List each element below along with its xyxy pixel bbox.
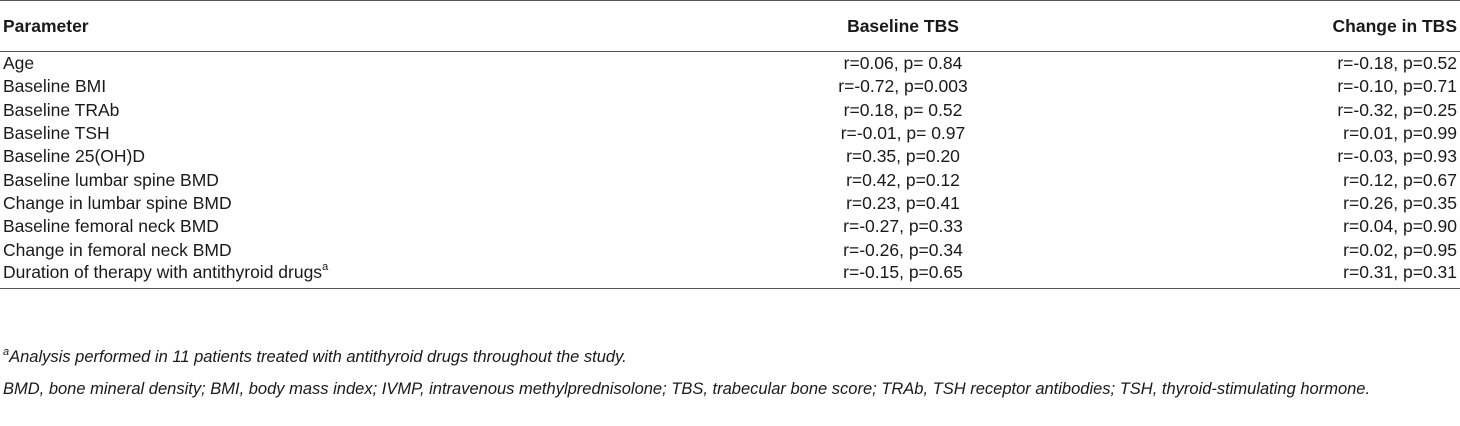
cell-baseline-tbs: r=-0.26, p=0.34 xyxy=(843,239,963,260)
cell-change-tbs: r=-0.10, p=0.71 xyxy=(1337,76,1457,97)
parameter-label: Baseline femoral neck BMD xyxy=(3,216,219,237)
table-row: Baseline TSH r=-0.01, p= 0.97 r=0.01, p=0.… xyxy=(0,122,1460,145)
cell-parameter: Change in femoral neck BMD xyxy=(0,238,603,261)
parameter-label: Change in femoral neck BMD xyxy=(3,239,232,260)
cell-change-tbs: r=0.04, p=0.90 xyxy=(1343,216,1457,237)
header-change-tbs: Change in TBS xyxy=(1143,0,1460,52)
cell-change-tbs: r=0.26, p=0.35 xyxy=(1343,192,1457,213)
table-row: Baseline 25(OH)D r=0.35, p=0.20 r=-0.03, p… xyxy=(0,145,1460,168)
parameter-label: Change in lumbar spine BMD xyxy=(3,192,232,213)
cell-change-tbs: r=0.31, p=0.31 xyxy=(1143,261,1460,289)
table-row: Baseline BMI r=-0.72, p=0.003 r=-0.10, p=0… xyxy=(0,75,1460,98)
table-body: Age r=0.06, p= 0.84 r=-0.18, p=0.52 Baselin… xyxy=(0,52,1460,289)
header-row: Parameter Baseline TBS Change in TBS xyxy=(0,0,1460,52)
cell-parameter: Baseline TSH xyxy=(0,122,603,145)
results-table: Parameter Baseline TBS Change in TBS Age… xyxy=(0,0,1460,289)
table-row: Change in lumbar spine BMD r=0.23, p=0.41… xyxy=(0,192,1460,215)
cell-parameter: Baseline lumbar spine BMD xyxy=(0,168,603,191)
table-row: Change in femoral neck BMD r=-0.26, p=0.3… xyxy=(0,238,1460,261)
footnote-a: aAnalysis performed in 11 patients treat… xyxy=(3,346,1455,370)
cell-baseline-tbs: r=0.42, p=0.12 xyxy=(846,169,960,190)
cell-parameter: Change in lumbar spine BMD xyxy=(0,192,603,215)
cell-baseline-tbs: r=0.23, p=0.41 xyxy=(846,192,960,213)
header-baseline-tbs: Baseline TBS xyxy=(603,0,1143,52)
cell-baseline-tbs: r=0.18, p= 0.52 xyxy=(843,99,963,120)
cell-parameter: Baseline TRAb xyxy=(0,99,603,122)
cell-change-tbs: r=-0.18, p=0.52 xyxy=(1337,53,1457,74)
cell-change-tbs: r=0.01, p=0.99 xyxy=(1343,123,1457,144)
table-row: Age r=0.06, p= 0.84 r=-0.18, p=0.52 xyxy=(0,52,1460,76)
parameter-label: Age xyxy=(3,53,35,74)
cell-baseline-tbs: r=-0.01, p= 0.97 xyxy=(840,123,966,144)
cell-parameter: Baseline femoral neck BMD xyxy=(0,215,603,238)
table-row: Baseline femoral neck BMD r=-0.27, p=0.33… xyxy=(0,215,1460,238)
footnote-abbreviations: BMD, bone mineral density; BMI, body mas… xyxy=(3,379,1371,398)
cell-change-tbs: r=-0.03, p=0.93 xyxy=(1337,146,1457,167)
parameter-label: Baseline BMI xyxy=(3,76,107,97)
cell-change-tbs: r=-0.32, p=0.25 xyxy=(1337,99,1457,120)
cell-change-tbs: r=0.12, p=0.67 xyxy=(1343,169,1457,190)
footnote-a-marker: a xyxy=(3,345,10,358)
cell-parameter: Baseline 25(OH)D xyxy=(0,145,603,168)
table-row: Baseline TRAb r=0.18, p= 0.52 r=-0.32, p=0… xyxy=(0,99,1460,122)
table-footnotes: aAnalysis performed in 11 patients treat… xyxy=(3,346,1455,401)
table-row: Duration of therapy with antithyroid dru… xyxy=(0,260,1460,289)
parameter-label: Baseline TRAb xyxy=(3,99,120,120)
footnote-marker: a xyxy=(322,260,329,273)
header-parameter: Parameter xyxy=(0,0,603,52)
cell-baseline-tbs: r=-0.27, p=0.33 xyxy=(843,216,963,237)
parameter-label: Baseline lumbar spine BMD xyxy=(3,169,219,190)
parameter-label: Baseline TSH xyxy=(3,123,110,144)
cell-baseline-tbs: r=-0.15, p=0.65 xyxy=(603,261,1143,289)
cell-baseline-tbs: r=0.06, p= 0.84 xyxy=(843,53,963,74)
footnote-a-text: Analysis performed in 11 patients treate… xyxy=(9,348,627,366)
cell-parameter: Age xyxy=(0,52,603,76)
parameter-label: Baseline 25(OH)D xyxy=(3,146,145,167)
cell-parameter: Baseline BMI xyxy=(0,75,603,98)
cell-baseline-tbs: r=0.35, p=0.20 xyxy=(846,146,960,167)
cell-change-tbs: r=0.02, p=0.95 xyxy=(1343,239,1457,260)
cell-parameter: Duration of therapy with antithyroid dru… xyxy=(0,260,603,289)
parameter-label: Duration of therapy with antithyroid dru… xyxy=(3,261,323,282)
table-row: Baseline lumbar spine BMD r=0.42, p=0.12 r… xyxy=(0,168,1460,191)
cell-baseline-tbs: r=-0.72, p=0.003 xyxy=(838,76,968,97)
